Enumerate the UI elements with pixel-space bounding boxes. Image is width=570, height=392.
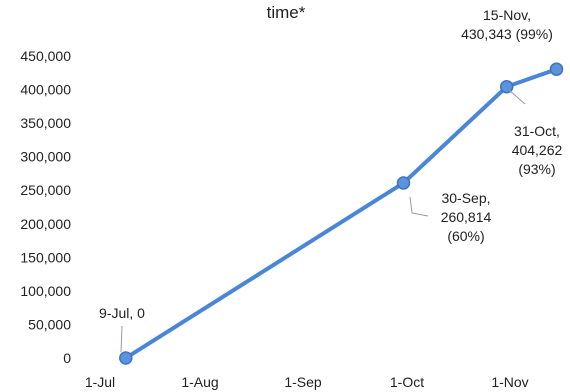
data-label-line: 260,814 <box>441 209 492 225</box>
data-label-line: 404,262 <box>512 142 563 158</box>
y-tick-label: 50,000 <box>28 316 71 332</box>
data-labels: 9-Jul, 0 30-Sep, 260,814 (60%) 31-Oct, 404,26… <box>99 7 563 353</box>
data-label: 31-Oct, 404,262 (93%) <box>512 123 563 177</box>
x-tick-label: 1-Oct <box>390 374 424 390</box>
label-leader-line <box>508 89 526 105</box>
data-label-line: 31-Oct, <box>514 123 560 139</box>
x-axis-ticks: 1-Jul 1-Aug 1-Sep 1-Oct 1-Nov <box>85 374 529 390</box>
series-layer <box>119 62 564 365</box>
label-leader-line <box>409 196 429 217</box>
y-tick-label: 200,000 <box>20 216 71 232</box>
data-label: 30-Sep, 260,814 (60%) <box>441 190 492 244</box>
data-label-line: (93%) <box>518 161 555 177</box>
y-tick-label: 400,000 <box>20 82 71 98</box>
y-tick-label: 100,000 <box>20 283 71 299</box>
y-tick-label: 0 <box>63 350 71 366</box>
data-point-marker <box>549 62 564 76</box>
data-label-line: 30-Sep, <box>441 190 490 206</box>
x-tick-label: 1-Nov <box>491 374 528 390</box>
y-tick-label: 350,000 <box>20 115 71 131</box>
data-point-marker <box>396 176 411 190</box>
data-point-marker <box>119 351 133 365</box>
x-tick-label: 1-Aug <box>181 374 218 390</box>
data-label-line: 430,343 (99%) <box>461 26 553 42</box>
data-label-line: (60%) <box>447 228 484 244</box>
y-tick-label: 150,000 <box>20 249 71 265</box>
data-label: 9-Jul, 0 <box>99 305 145 321</box>
data-label: 15-Nov, 430,343 (99%) <box>461 7 553 42</box>
y-tick-label: 300,000 <box>20 149 71 165</box>
y-tick-label: 450,000 <box>20 48 71 64</box>
data-label-line: 9-Jul, 0 <box>99 305 145 321</box>
y-axis-ticks: 0 50,000 100,000 150,000 200,000 250,000 300,0… <box>20 48 71 366</box>
x-tick-label: 1-Jul <box>85 374 115 390</box>
data-point-marker <box>499 79 514 94</box>
x-tick-label: 1-Sep <box>284 374 322 390</box>
label-leader-line <box>120 325 123 353</box>
y-tick-label: 250,000 <box>20 182 71 198</box>
chart-title: time* <box>267 3 306 22</box>
data-label-line: 15-Nov, <box>483 7 531 23</box>
series-line <box>123 67 559 360</box>
